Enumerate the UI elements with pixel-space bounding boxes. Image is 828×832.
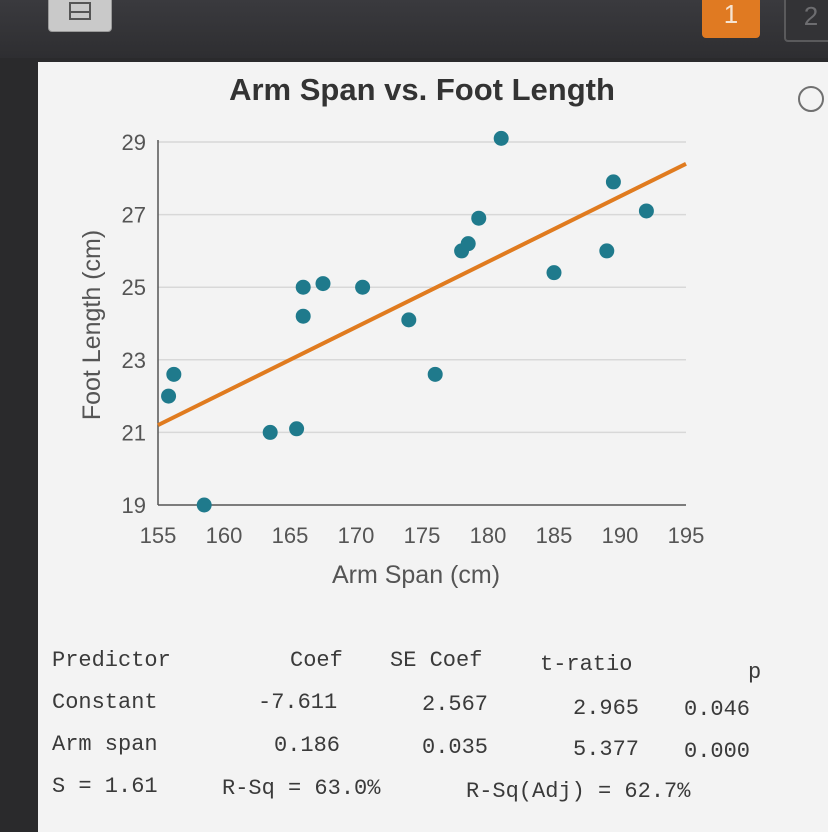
row-armspan-p: 0.000 xyxy=(684,739,751,764)
x-tick-labels: 155 160 165 170 175 180 185 190 195 xyxy=(140,523,705,548)
grid-lines xyxy=(158,141,686,434)
data-point xyxy=(355,279,371,295)
chart-title: Arm Span vs. Foot Length xyxy=(229,72,615,107)
data-point xyxy=(471,210,487,226)
data-point xyxy=(315,276,331,292)
x-tick-label: 160 xyxy=(206,523,243,548)
data-point xyxy=(161,388,177,404)
row-constant-t: 2.965 xyxy=(573,696,640,721)
summary-rsq-adj: R-Sq(Adj) = 62.7% xyxy=(466,779,691,804)
regression-line xyxy=(157,161,687,427)
data-point xyxy=(427,366,443,382)
data-point xyxy=(196,497,212,513)
answer-radio-button[interactable] xyxy=(798,86,824,112)
header-p: p xyxy=(748,660,762,685)
row-constant-se: 2.567 xyxy=(422,692,489,717)
page-button-1[interactable]: 1 xyxy=(702,0,760,38)
y-tick-label: 23 xyxy=(122,348,146,373)
x-tick-label: 175 xyxy=(404,523,441,548)
data-point xyxy=(599,243,615,259)
page-button-2[interactable]: 2 xyxy=(784,0,828,42)
data-points xyxy=(161,130,654,513)
data-point xyxy=(295,279,311,295)
data-point xyxy=(493,130,509,146)
question-panel xyxy=(38,62,828,832)
y-tick-label: 25 xyxy=(122,275,146,300)
x-tick-label: 170 xyxy=(338,523,375,548)
x-axis-label: Arm Span (cm) xyxy=(332,561,500,589)
header-predictor: Predictor xyxy=(52,648,171,673)
data-point xyxy=(295,308,311,324)
row-armspan-label: Arm span xyxy=(52,732,158,757)
x-tick-label: 190 xyxy=(602,523,639,548)
row-constant-label: Constant xyxy=(52,690,158,715)
row-constant-coef: -7.611 xyxy=(258,690,338,715)
tray-icon xyxy=(69,2,91,20)
data-point xyxy=(166,366,182,382)
data-point xyxy=(262,424,278,440)
data-point xyxy=(460,236,476,252)
row-armspan-t: 5.377 xyxy=(573,737,640,762)
row-armspan-coef: 0.186 xyxy=(274,733,341,758)
data-point xyxy=(289,421,305,437)
x-tick-label: 165 xyxy=(272,523,309,548)
y-tick-label: 21 xyxy=(122,420,146,445)
top-toolbar: 1 2 xyxy=(0,0,828,58)
x-tick-label: 180 xyxy=(470,523,507,548)
y-tick-label: 19 xyxy=(122,493,146,518)
y-tick-label: 29 xyxy=(122,130,146,155)
y-axis-label: Foot Length (cm) xyxy=(78,230,106,420)
y-tick-label: 27 xyxy=(122,203,146,228)
header-t-ratio: t-ratio xyxy=(540,652,633,677)
summary-rsq: R-Sq = 63.0% xyxy=(222,776,381,801)
data-point xyxy=(605,174,621,190)
data-point xyxy=(546,265,562,281)
x-tick-label: 195 xyxy=(668,523,705,548)
summary-s: S = 1.61 xyxy=(52,774,158,799)
row-constant-p: 0.046 xyxy=(684,697,751,722)
data-point xyxy=(401,312,417,328)
row-armspan-se: 0.035 xyxy=(422,735,489,760)
x-tick-label: 185 xyxy=(536,523,573,548)
y-tick-labels: 19 21 23 25 27 29 xyxy=(122,130,146,518)
data-point xyxy=(638,203,654,219)
header-coef: Coef xyxy=(290,648,343,673)
header-se-coef: SE Coef xyxy=(390,648,483,673)
toolbar-tool-button[interactable] xyxy=(48,0,112,32)
x-tick-label: 155 xyxy=(140,523,177,548)
